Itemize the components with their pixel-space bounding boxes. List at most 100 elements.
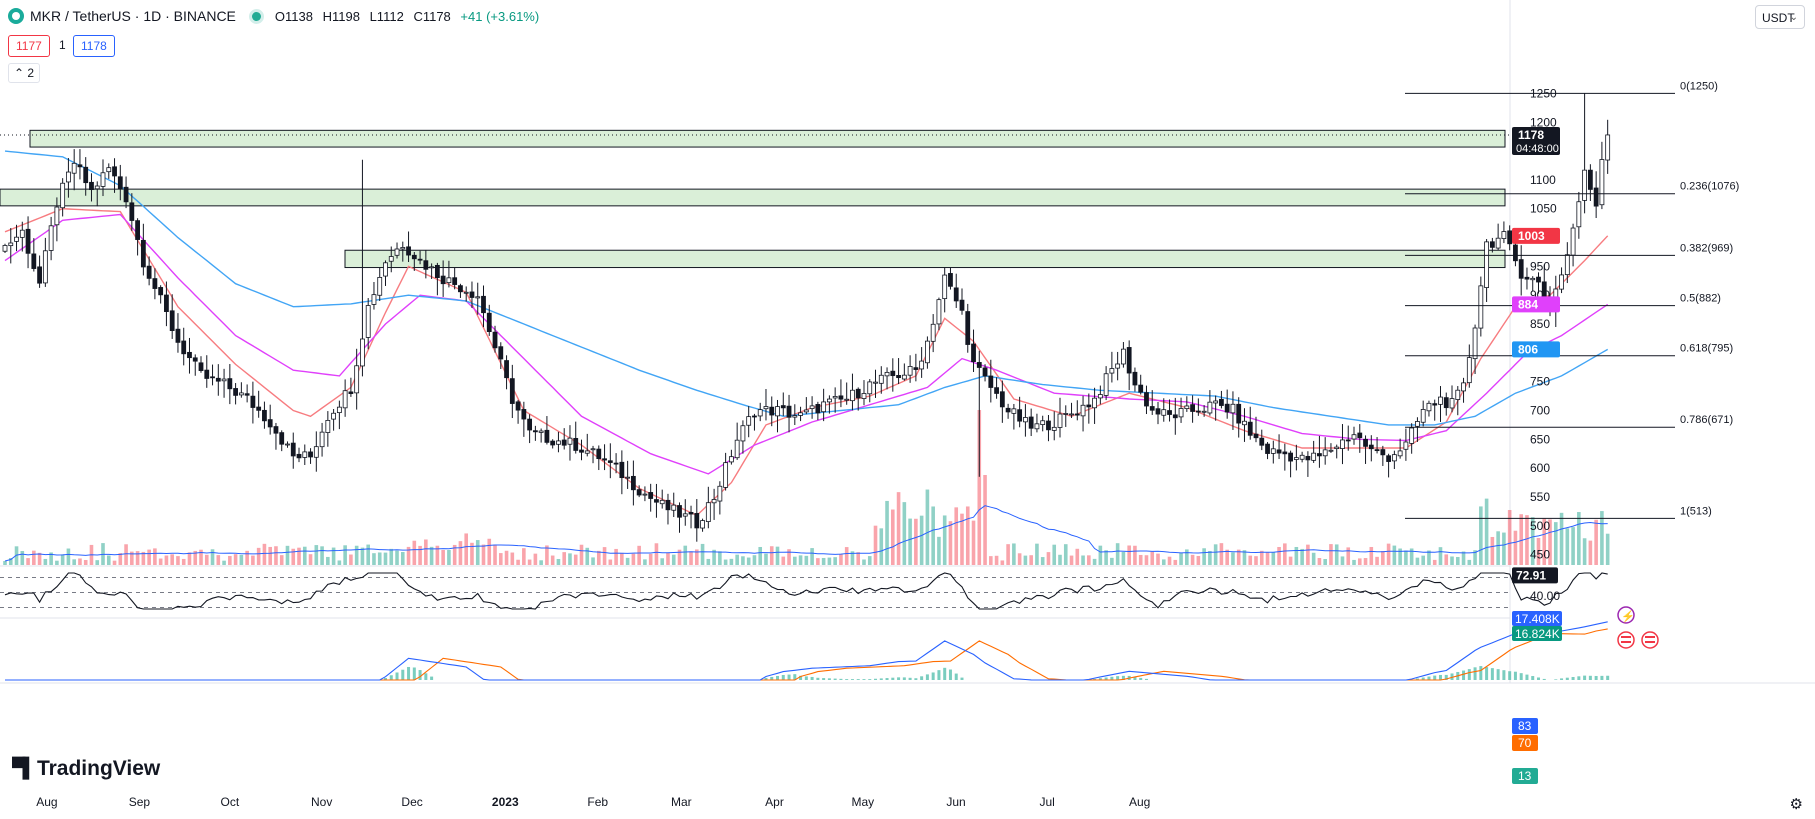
candle xyxy=(1086,393,1092,424)
candle-down xyxy=(262,409,267,422)
candle-down xyxy=(486,312,492,333)
candle-down xyxy=(1443,397,1449,409)
zone-box xyxy=(29,129,1506,148)
macd-histogram-bar xyxy=(1594,675,1598,680)
candle xyxy=(1576,191,1582,239)
volume-bar xyxy=(718,551,722,565)
candle-down xyxy=(1524,276,1530,280)
symbol-title[interactable]: MKR / TetherUS · 1D · BINANCE xyxy=(30,8,236,24)
candle xyxy=(440,260,446,297)
volume-bar xyxy=(1294,546,1299,565)
volume-bar xyxy=(608,559,613,565)
candle xyxy=(1587,164,1593,202)
volume-bar xyxy=(648,553,653,565)
candle xyxy=(37,255,42,288)
volume-label-box xyxy=(1512,626,1562,641)
volume-bar xyxy=(556,558,561,565)
candle-down xyxy=(296,453,302,459)
macd-label-box xyxy=(1512,718,1538,734)
volume-bar xyxy=(1121,551,1126,565)
candle-down xyxy=(1247,421,1253,436)
sell-price-button[interactable]: 1177 xyxy=(8,35,50,57)
volume-bar xyxy=(1110,557,1114,565)
candle xyxy=(532,425,538,441)
macd-histogram-bar xyxy=(1427,676,1431,680)
candle-down xyxy=(1259,437,1265,446)
volume-bar xyxy=(527,559,532,565)
candle xyxy=(1074,400,1080,421)
macd-histogram-bar xyxy=(902,677,906,680)
volume-bar xyxy=(26,558,30,565)
support-resistance-zones xyxy=(0,129,1506,269)
volume-bar xyxy=(862,559,866,565)
volume-bar xyxy=(1133,545,1137,565)
candle xyxy=(8,228,14,264)
candle xyxy=(711,488,717,520)
candle-up xyxy=(1559,274,1564,290)
candle-up xyxy=(1011,408,1017,414)
candle xyxy=(757,402,763,422)
indicators-toggle-button[interactable]: ⌃ 2 xyxy=(8,63,41,83)
event-markers: ⚡ xyxy=(1617,606,1659,649)
macd-histogram-bar xyxy=(1415,678,1419,680)
macd-histogram-bar xyxy=(839,678,843,680)
tradingview-logo[interactable]: ▀▌ TradingView xyxy=(12,757,160,781)
candle-up xyxy=(1109,368,1115,374)
candle xyxy=(1415,417,1420,442)
candle xyxy=(544,416,550,445)
candle xyxy=(1057,397,1063,438)
currency-select[interactable]: USDT ⌄ xyxy=(1755,5,1805,29)
volume-bar xyxy=(839,553,843,565)
candle-down xyxy=(250,395,256,408)
candle-down xyxy=(654,499,659,503)
macd-histogram-bar xyxy=(845,679,849,680)
buy-price-button[interactable]: 1178 xyxy=(73,35,115,57)
candle-up xyxy=(850,389,855,402)
macd-histogram-bar xyxy=(891,677,895,680)
volume-bar xyxy=(793,556,797,565)
candle xyxy=(1518,245,1524,296)
macd-signal-line xyxy=(5,628,1608,681)
rsi-label-text: 72.91 xyxy=(1516,568,1546,582)
gear-icon[interactable]: ⚙ xyxy=(1789,796,1803,813)
volume-bar xyxy=(1179,552,1183,565)
macd-histogram-bar xyxy=(424,673,428,680)
candle xyxy=(1132,367,1138,392)
candle xyxy=(313,431,319,472)
candle xyxy=(1167,399,1172,422)
macd-histogram-bar xyxy=(816,677,820,680)
time-tick-label: Oct xyxy=(221,795,240,809)
candle-up xyxy=(1051,426,1057,431)
fibonacci-retracement: 0(1250) 0.236(1076) 0.382(969) 0.5(882) 0.61… xyxy=(1405,80,1739,519)
volume-bar xyxy=(343,545,347,565)
macd-histogram-bar xyxy=(787,674,791,680)
macd-histogram-bar xyxy=(1450,673,1454,680)
candle xyxy=(584,433,590,457)
candle xyxy=(227,364,233,405)
candle xyxy=(1161,398,1167,422)
candle xyxy=(1340,424,1345,465)
volume-bar xyxy=(1559,512,1564,565)
candle xyxy=(579,439,584,461)
candle-up xyxy=(936,299,942,325)
volume-bar xyxy=(1173,559,1178,565)
candle-up xyxy=(728,456,734,463)
candle xyxy=(1432,399,1438,421)
candle-down xyxy=(83,166,89,184)
volume-bar xyxy=(1432,559,1437,565)
volume-bar xyxy=(1150,551,1155,565)
candle xyxy=(302,444,308,465)
time-tick-label: Aug xyxy=(36,795,57,809)
candle xyxy=(682,499,688,526)
candle xyxy=(596,445,602,471)
candle xyxy=(728,449,734,465)
candle-down xyxy=(1028,416,1034,429)
candle-down xyxy=(233,388,239,396)
candle xyxy=(798,406,803,422)
candle-down xyxy=(198,362,204,371)
candle xyxy=(169,294,175,339)
volume-bar xyxy=(1156,553,1160,565)
volume-bar xyxy=(1000,560,1005,565)
macd-histogram-bar xyxy=(1577,676,1581,680)
